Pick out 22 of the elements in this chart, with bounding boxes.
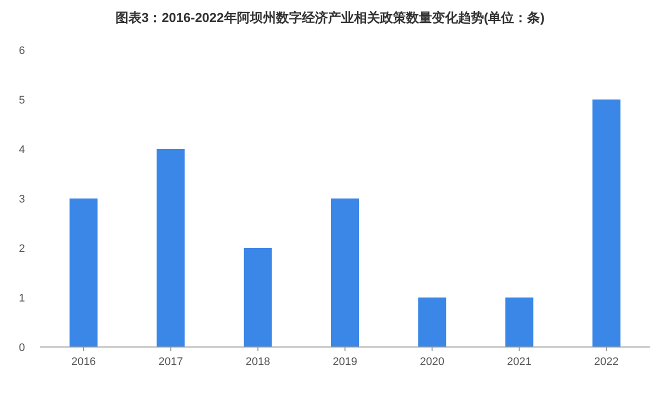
bar xyxy=(156,149,185,347)
x-tick-label: 2018 xyxy=(246,356,270,368)
x-tick-label: 2016 xyxy=(71,356,96,368)
x-tick-label: 2022 xyxy=(594,356,619,368)
bar xyxy=(505,298,534,347)
bar xyxy=(592,100,620,347)
x-tick-label: 2017 xyxy=(158,356,183,368)
bar xyxy=(331,198,359,347)
y-tick-label: 6 xyxy=(18,45,25,57)
bar xyxy=(418,298,446,347)
bar xyxy=(244,248,272,347)
y-tick-label: 1 xyxy=(18,292,25,304)
bar xyxy=(70,198,98,347)
x-tick-label: 2019 xyxy=(332,356,358,368)
chart-title: 图表3：2016-2022年阿坝州数字经济产业相关政策数量变化趋势(单位：条) xyxy=(115,10,545,25)
y-tick-label: 3 xyxy=(18,194,25,206)
y-tick-label: 0 xyxy=(18,342,25,354)
x-tick-label: 2021 xyxy=(507,356,532,368)
x-tick-label: 2020 xyxy=(420,356,444,368)
y-tick-label: 4 xyxy=(18,144,25,156)
y-tick-label: 5 xyxy=(18,94,25,106)
y-tick-label: 2 xyxy=(18,243,25,255)
